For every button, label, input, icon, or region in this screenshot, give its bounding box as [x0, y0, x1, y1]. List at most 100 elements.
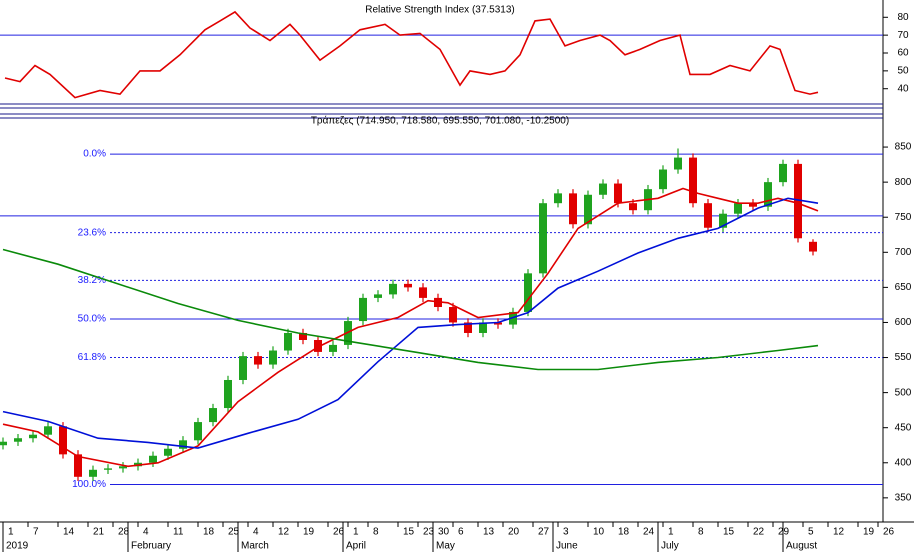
x-tick-label: 11 — [173, 527, 184, 538]
candle-body — [689, 157, 697, 204]
x-tick-label: 22 — [753, 527, 765, 538]
x-tick-label: 12 — [278, 527, 290, 538]
candle-body — [794, 163, 802, 239]
y-tick-label: 650 — [895, 282, 912, 293]
candle-body — [59, 426, 67, 455]
x-tick-label: 4 — [253, 527, 259, 538]
x-tick-label: 5 — [808, 527, 814, 538]
series-line — [2, 197, 819, 449]
month-label: May — [436, 541, 455, 552]
y-tick-label: 60 — [897, 48, 909, 59]
month-label: June — [556, 541, 578, 552]
x-tick-label: 8 — [373, 527, 379, 538]
month-label: April — [346, 541, 366, 552]
y-tick-label: 600 — [895, 317, 912, 328]
y-tick-label: 450 — [895, 422, 912, 433]
candle-body — [299, 332, 307, 340]
candle-body — [404, 283, 412, 288]
x-tick-label: 21 — [93, 527, 105, 538]
candle-body — [389, 283, 397, 295]
x-tick-label: 27 — [538, 527, 550, 538]
x-tick-label: 12 — [833, 527, 845, 538]
x-tick-label: 1 — [668, 527, 674, 538]
fib-label: 38.2% — [78, 275, 106, 286]
month-label: February — [131, 541, 171, 552]
x-tick-label: 29 — [778, 527, 790, 538]
y-tick-label: 800 — [895, 177, 912, 188]
candle-body — [764, 182, 772, 207]
candle-body — [659, 169, 667, 190]
candle-body — [209, 408, 217, 423]
x-tick-label: 1 — [8, 527, 14, 538]
fib-label: 50.0% — [78, 314, 106, 325]
month-label: March — [241, 541, 269, 552]
x-tick-label: 26 — [883, 527, 895, 538]
fib-label: 0.0% — [83, 149, 106, 160]
month-label: 2019 — [6, 541, 29, 552]
candle-body — [419, 287, 427, 298]
y-tick-label: 80 — [897, 12, 909, 23]
candle-body — [599, 183, 607, 195]
candle-body — [119, 466, 127, 469]
candle-body — [479, 322, 487, 333]
x-tick-label: 28 — [118, 527, 130, 538]
candle-body — [584, 194, 592, 225]
candle-body — [554, 193, 562, 204]
x-tick-label: 1 — [353, 527, 359, 538]
y-tick-label: 50 — [897, 65, 909, 76]
x-tick-label: 6 — [458, 527, 464, 538]
y-tick-label: 350 — [895, 492, 912, 503]
candle-body — [179, 440, 187, 449]
candle-body — [194, 422, 202, 441]
candle-body — [449, 307, 457, 323]
x-tick-label: 19 — [863, 527, 875, 538]
candle-body — [719, 213, 727, 228]
candle-body — [314, 339, 322, 352]
candle-body — [734, 203, 742, 214]
candle-body — [359, 297, 367, 322]
x-tick-label: 26 — [333, 527, 345, 538]
x-tick-label: 25 — [228, 527, 240, 538]
candle-body — [269, 350, 277, 365]
x-tick-label: 15 — [723, 527, 735, 538]
candle-body — [524, 273, 532, 312]
x-tick-label: 24 — [643, 527, 655, 538]
candle-body — [749, 203, 757, 207]
x-tick-label: 20 — [508, 527, 520, 538]
x-tick-label: 8 — [698, 527, 704, 538]
y-tick-label: 850 — [895, 142, 912, 153]
candle-body — [89, 469, 97, 477]
rsi-title: Relative Strength Index (37.5313) — [365, 5, 515, 16]
candle-body — [629, 203, 637, 211]
candle-body — [14, 438, 22, 442]
x-tick-label: 18 — [203, 527, 215, 538]
candle-body — [149, 455, 157, 463]
candle-body — [74, 454, 82, 477]
candle-body — [44, 426, 52, 435]
x-tick-label: 18 — [618, 527, 630, 538]
candle-body — [164, 448, 172, 456]
x-tick-label: 10 — [593, 527, 605, 538]
candle-body — [704, 203, 712, 228]
candle-body — [239, 356, 247, 380]
y-tick-label: 70 — [897, 30, 909, 41]
candle-body — [539, 203, 547, 274]
series-line — [2, 248, 819, 371]
y-tick-label: 400 — [895, 457, 912, 468]
x-tick-label: 30 — [438, 527, 450, 538]
y-tick-label: 700 — [895, 247, 912, 258]
candle-body — [809, 241, 817, 252]
fib-label: 61.8% — [78, 352, 106, 363]
y-tick-label: 40 — [897, 83, 909, 94]
fib-label: 100.0% — [72, 479, 106, 490]
x-tick-label: 23 — [423, 527, 435, 538]
candle-body — [374, 294, 382, 298]
price-title: Τράπεζες (714.950, 718.580, 695.550, 701… — [311, 115, 569, 127]
series-line — [2, 187, 819, 468]
x-tick-label: 3 — [563, 527, 569, 538]
x-tick-label: 4 — [143, 527, 149, 538]
x-tick-label: 14 — [63, 527, 75, 538]
month-label: August — [786, 541, 817, 552]
